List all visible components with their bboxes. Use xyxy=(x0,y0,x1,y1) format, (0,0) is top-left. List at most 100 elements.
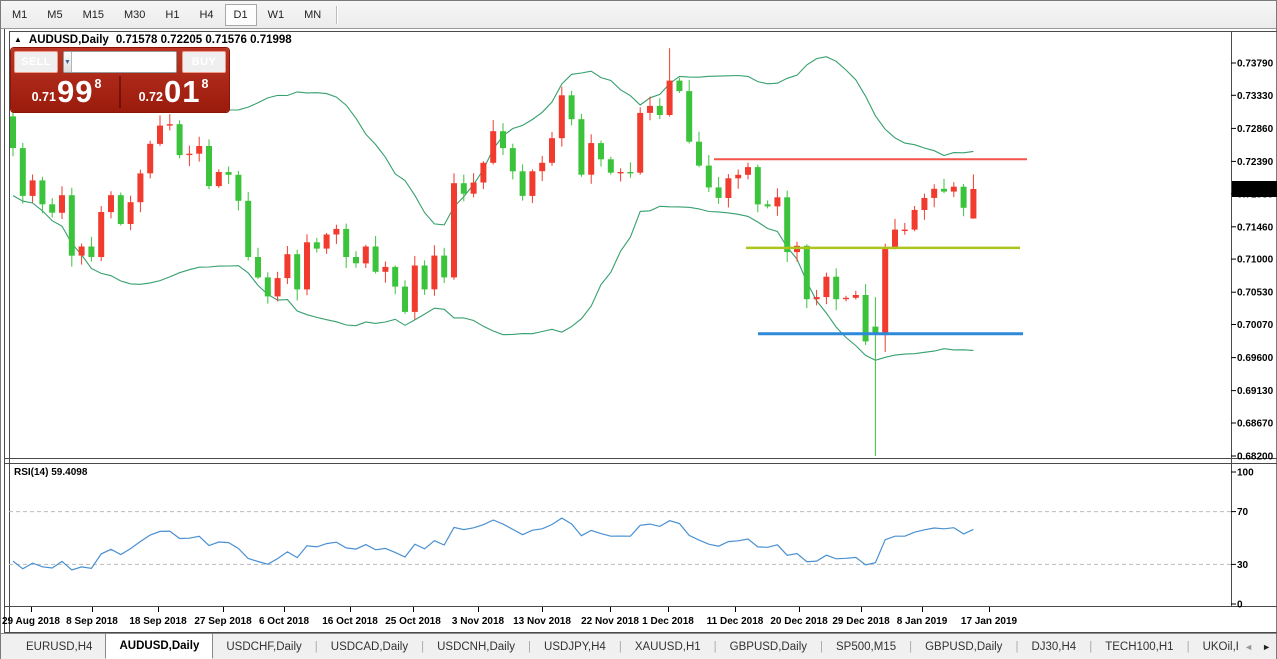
candle-body xyxy=(313,242,320,249)
tab-separator: | xyxy=(528,640,532,653)
candle-body xyxy=(803,245,810,300)
date-axis-label: 13 Nov 2018 xyxy=(513,616,571,627)
sell-price-prefix: 0.71 xyxy=(31,90,56,104)
tab-separator: | xyxy=(421,640,425,653)
toolbar-separator xyxy=(336,5,338,24)
candle-body xyxy=(529,171,536,196)
candle-body xyxy=(411,265,418,312)
candle-body xyxy=(323,234,330,249)
candle-body xyxy=(500,131,506,149)
chart-tab-eurusd-h4[interactable]: EURUSD,H4 xyxy=(26,640,93,653)
candle-body xyxy=(676,80,683,92)
candle-body xyxy=(196,146,203,154)
candle-body xyxy=(127,202,134,224)
chart-tab-usdcad-daily[interactable]: USDCAD,Daily xyxy=(330,640,409,653)
timeframe-button-m15[interactable]: M15 xyxy=(74,4,113,26)
candle-body xyxy=(519,171,526,196)
chart-tab-gbpusd-daily[interactable]: GBPUSD,Daily xyxy=(925,640,1003,653)
date-axis-label: 16 Oct 2018 xyxy=(322,616,378,627)
buy-button[interactable]: BUY xyxy=(182,51,226,73)
candle-body xyxy=(49,204,56,213)
candle-body xyxy=(29,180,36,196)
candle-body xyxy=(754,167,761,205)
candle-body xyxy=(843,297,849,300)
rsi-scale-label: 100 xyxy=(1237,468,1254,479)
volume-input[interactable] xyxy=(71,52,176,72)
candle-body xyxy=(852,295,859,298)
tabs-scroll-right-icon[interactable]: ► xyxy=(1262,641,1271,652)
candle-body xyxy=(304,242,310,290)
candle-body xyxy=(421,265,428,290)
rsi-line xyxy=(12,517,974,571)
timeframe-button-m5[interactable]: M5 xyxy=(38,4,71,26)
timeframe-button-m30[interactable]: M30 xyxy=(115,4,154,26)
chart-tab-usdjpy-h4[interactable]: USDJPY,H4 xyxy=(544,640,606,653)
current-price-badge xyxy=(1232,181,1277,197)
price-axis-label: 0.69600 xyxy=(1237,353,1274,364)
chart-tab-usdchf-daily[interactable]: USDCHF,Daily xyxy=(226,640,302,653)
chart-title: ▲ AUDUSD,Daily 0.71578 0.72205 0.71576 0… xyxy=(14,34,292,46)
chart-tab-audusd-daily[interactable]: AUDUSD,Daily xyxy=(105,634,214,659)
tab-scroll-buttons: ◄ ► xyxy=(1238,634,1271,659)
tab-separator: | xyxy=(909,640,913,653)
sell-price-big-digits: 99 xyxy=(56,74,94,109)
candle-body xyxy=(813,297,820,300)
candle-body xyxy=(343,228,350,257)
candle-body xyxy=(402,286,408,312)
candle-body xyxy=(39,180,46,205)
chart-tab-sp500-m15[interactable]: SP500,M15 xyxy=(836,640,897,653)
candle-body xyxy=(941,188,947,192)
chart-tabs-bar: EURUSD,H4 AUDUSD,Daily USDCHF,Daily | USDCAD… xyxy=(1,633,1276,659)
candle-body xyxy=(637,112,644,173)
candle-body xyxy=(490,131,497,163)
chart-tab-xauusd-h1[interactable]: XAUUSD,H1 xyxy=(634,640,701,653)
candle-body xyxy=(382,266,389,272)
candle-body xyxy=(431,255,438,290)
candle-body xyxy=(686,91,693,142)
chart-tab-usdcnh-daily[interactable]: USDCNH,Daily xyxy=(437,640,516,653)
candle-body xyxy=(470,182,477,194)
rsi-indicator-label: RSI(14) 59.4098 xyxy=(14,467,88,478)
timeframe-button-h1[interactable]: H1 xyxy=(156,4,188,26)
date-axis-label: 29 Dec 2018 xyxy=(832,616,890,627)
timeframe-button-mn[interactable]: MN xyxy=(295,4,330,26)
volume-stepper: ▼ ▲ xyxy=(63,51,177,73)
chart-tab-dj30-h4[interactable]: DJ30,H4 xyxy=(1031,640,1077,653)
candle-body xyxy=(186,153,193,156)
candle-body xyxy=(245,200,252,257)
candle-body xyxy=(372,246,379,272)
sell-price-pip-digit: 8 xyxy=(94,77,102,91)
tabs-scroll-left-icon[interactable]: ◄ xyxy=(1244,641,1254,652)
chart-tab-tech100-h1[interactable]: TECH100,H1 xyxy=(1105,640,1174,653)
chart-tab-gbpusd-daily[interactable]: GBPUSD,Daily xyxy=(729,640,807,653)
candle-body xyxy=(255,257,261,278)
sell-button[interactable]: SELL xyxy=(14,51,58,73)
candle-body xyxy=(950,186,957,192)
candle-body xyxy=(108,195,114,213)
volume-decrease-icon[interactable]: ▼ xyxy=(64,52,72,72)
candle-body xyxy=(362,246,369,264)
candle-body xyxy=(333,228,340,235)
tab-separator: | xyxy=(713,640,717,653)
timeframe-button-d1[interactable]: D1 xyxy=(224,3,257,26)
buy-price[interactable]: 0.72 01 8 xyxy=(121,75,226,109)
date-axis-label: 25 Oct 2018 xyxy=(385,616,441,627)
candle-body xyxy=(558,95,565,139)
candle-body xyxy=(98,212,105,257)
timeframe-button-w1[interactable]: W1 xyxy=(259,4,294,26)
date-axis-label: 6 Oct 2018 xyxy=(259,616,309,627)
candle-body xyxy=(901,229,908,231)
chart-canvas[interactable]: 0.737900.733300.728600.723900.719300.714… xyxy=(1,29,1277,633)
candle-body xyxy=(656,105,663,115)
candle-body xyxy=(225,172,232,175)
timeframe-button-h4[interactable]: H4 xyxy=(190,4,222,26)
price-axis-label: 0.70530 xyxy=(1237,288,1274,299)
date-axis-label: 3 Nov 2018 xyxy=(452,616,505,627)
trade-prices-row: 0.71 99 8 0.72 01 8 xyxy=(14,75,226,109)
sell-price[interactable]: 0.71 99 8 xyxy=(14,75,119,109)
timeframe-button-m1[interactable]: M1 xyxy=(3,4,36,26)
collapse-panel-icon[interactable]: ▲ xyxy=(14,35,22,44)
date-axis-label: 27 Sep 2018 xyxy=(194,616,252,627)
candle-body xyxy=(147,143,154,174)
